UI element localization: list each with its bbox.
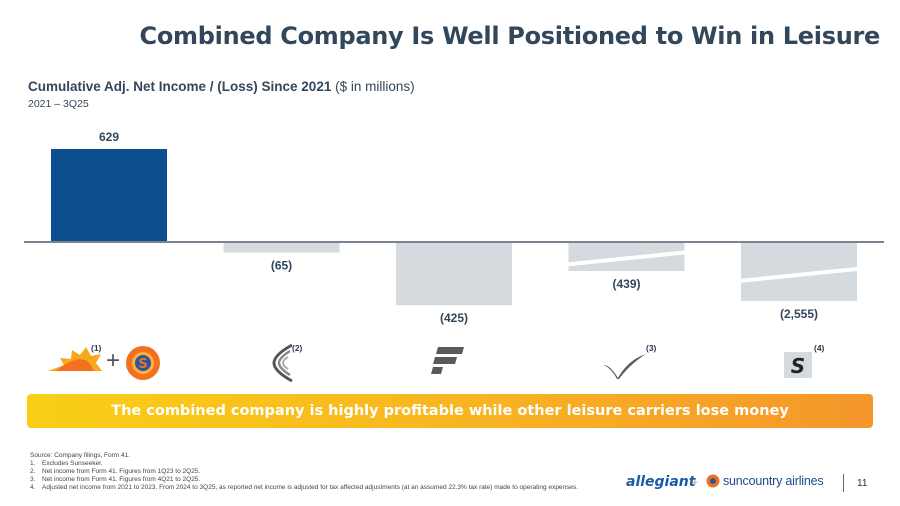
source-note: 4. Adjusted net income from 2021 to 2023.… <box>30 484 590 492</box>
note-text: Net income from Form 41. Figures from 4Q… <box>42 476 201 483</box>
chart-period: 2021 – 3Q25 <box>28 98 89 110</box>
source-notes: Source: Company filings, Form 41. 1. Excl… <box>30 452 590 492</box>
subtitle-units: ($ in millions) <box>331 79 415 94</box>
source-note: 3. Net income from Form 41. Figures from … <box>30 476 590 484</box>
chart-subtitle: Cumulative Adj. Net Income / (Loss) Sinc… <box>28 79 415 94</box>
allegiant-sunburst-icon <box>48 347 102 371</box>
banner-text: The combined company is highly profitabl… <box>111 403 789 419</box>
source-intro: Source: Company filings, Form 41. <box>30 452 131 459</box>
allegiant-wordmark: allegiant <box>626 474 696 490</box>
footnote-2: (2) <box>292 343 303 353</box>
carrier-5-s-logo: S <box>784 352 812 378</box>
footnote-1: (1) <box>91 343 102 353</box>
page-number: 11 <box>857 478 868 489</box>
sun-country-wordmark: suncountry airlines <box>706 474 824 488</box>
note-text: Adjusted net income from 2021 to 2023. F… <box>42 484 579 491</box>
bar-1-value-label: 629 <box>99 130 119 144</box>
bar-3 <box>396 243 512 306</box>
bar-2 <box>223 243 340 253</box>
bar-5-value-label: (2,555) <box>780 307 818 321</box>
plus-sign: + <box>106 347 120 374</box>
bar-1 <box>51 149 167 241</box>
note-number: 4. <box>30 484 36 491</box>
subtitle-bold: Cumulative Adj. Net Income / (Loss) Sinc… <box>28 79 332 94</box>
carrier-4-check-logo <box>604 354 646 379</box>
footnote-3: (3) <box>646 343 657 353</box>
sun-country-mini-icon <box>706 474 720 488</box>
carrier-2-chevron-logo <box>272 343 293 383</box>
sun-country-text: suncountry airlines <box>723 474 824 488</box>
carrier-3-f-logo <box>431 347 464 374</box>
source-note: 1. Excludes Sunseeker. <box>30 460 590 468</box>
footer-divider <box>843 474 844 492</box>
axis-break-mark <box>567 250 686 267</box>
bar-4-value-label: (439) <box>612 277 640 291</box>
sun-country-sun-icon: S <box>126 346 160 380</box>
note-number: 3. <box>30 476 36 483</box>
bar-chart: 629 (65) (425) (439) (2,555) <box>24 130 884 325</box>
sun-country-badge-letter: S <box>138 357 147 372</box>
note-number: 2. <box>30 468 36 475</box>
source-note: 2. Net income from Form 41. Figures from … <box>30 468 590 476</box>
carrier-5-letter: S <box>791 354 805 378</box>
bar-3-value-label: (425) <box>440 311 468 325</box>
allegiant-sun-country-logo: + S <box>48 346 160 380</box>
note-text: Excludes Sunseeker. <box>42 460 103 467</box>
page-title: Combined Company Is Well Positioned to W… <box>139 22 881 50</box>
note-number: 1. <box>30 460 36 467</box>
bar-2-value-label: (65) <box>271 259 292 273</box>
key-message-banner: The combined company is highly profitabl… <box>27 394 873 428</box>
axis-break-mark <box>740 266 858 283</box>
footer-plus: + <box>692 478 698 489</box>
footnote-4: (4) <box>814 343 825 353</box>
note-text: Net income from Form 41. Figures from 1Q… <box>42 468 201 475</box>
